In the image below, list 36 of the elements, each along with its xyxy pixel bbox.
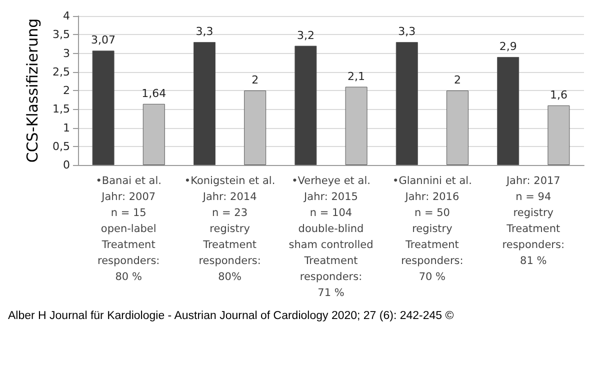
data-label: 1,6	[550, 88, 568, 102]
bar	[446, 90, 468, 165]
data-label: 2,9	[499, 40, 517, 53]
bar	[548, 105, 570, 165]
bar	[194, 42, 216, 165]
y-tick-label: 0	[63, 158, 70, 172]
data-label: 3,07	[91, 34, 116, 47]
text: Alber H Journal für Kardiologie - Austrian Journal of Cardiology 2020; 27 (6): 242-245 ©	[8, 310, 454, 322]
data-label: 2	[454, 74, 461, 86]
y-tick-label: 3,5	[52, 28, 70, 42]
y-tick-label: 0,5	[52, 140, 70, 153]
x-tick-label: Jahr: 2017 n = 94 registry Treatment responders: 81 %	[502, 175, 565, 267]
bar	[396, 42, 418, 165]
x-tick-label: •Glannini et al. Jahr: 2016 n = 50 registry Treatment responders: 70 %	[392, 175, 472, 283]
data-label: 3,3	[196, 25, 214, 38]
y-tick-label: 2	[63, 84, 70, 97]
bar	[345, 86, 368, 165]
bar	[92, 50, 114, 165]
data-label: 2,1	[348, 70, 366, 83]
y-tick-label: 2,5	[52, 65, 70, 78]
x-tick-label: •Banai et al. Jahr: 2007 n = 15 open-label Treatment responders: 80 %	[96, 175, 162, 283]
bar	[497, 56, 520, 165]
y-tick-label: 1	[63, 121, 70, 134]
data-label: 3,2	[296, 28, 314, 42]
data-label: 2	[252, 74, 259, 86]
y-tick-label: 4	[63, 10, 70, 22]
y-tick-label: 1,5	[52, 102, 70, 116]
bar	[244, 90, 266, 165]
x-tick-label: •Verheye et al. Jahr: 2015 n = 104 double-blind sham controlled Treatment responders: 71 %	[288, 175, 374, 299]
x-tick-label: •Konigstein et al. Jahr: 2014 n = 23 registry Treatment responders: 80%	[184, 175, 276, 283]
y-axis-title: CCS-Klassifizierung	[24, 18, 42, 163]
data-label: 1,64	[142, 86, 166, 100]
data-label: 3,3	[398, 25, 416, 38]
y-tick-label: 3	[63, 46, 70, 60]
bar	[294, 46, 317, 165]
bar	[142, 104, 165, 165]
